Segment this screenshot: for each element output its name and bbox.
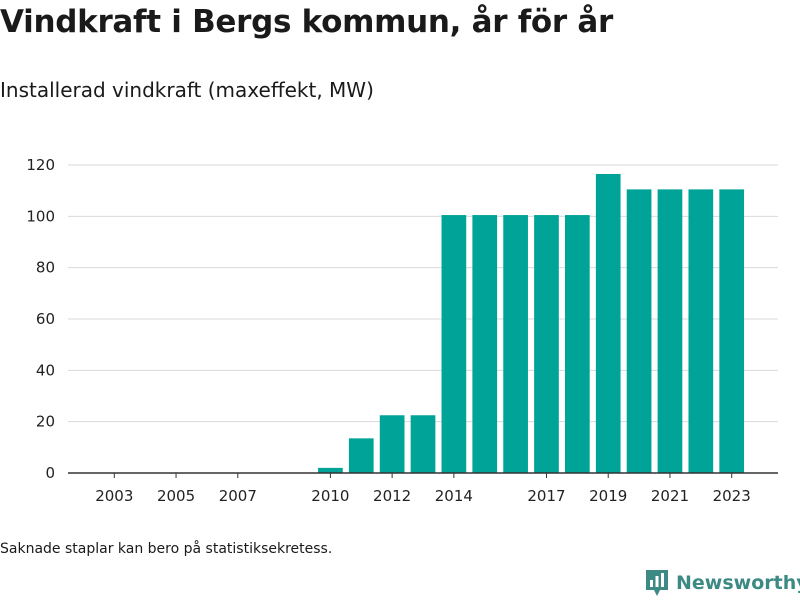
x-tick-label: 2007 (219, 487, 257, 505)
bars (318, 173, 745, 474)
bar-2020 (626, 189, 652, 473)
y-tick-label: 60 (36, 310, 55, 328)
bar-2013 (410, 415, 436, 473)
x-tick-label: 2010 (311, 487, 349, 505)
bar-2023 (719, 189, 745, 473)
bar-2012 (379, 415, 405, 473)
y-tick-label: 80 (36, 259, 55, 277)
bar-chart: 0 20 40 60 80 100 120 2003 2005 2007 2010 2012 2014… (26, 156, 778, 505)
bar-2022 (688, 189, 714, 473)
x-tick-label: 2019 (589, 487, 627, 505)
bar-2014 (441, 215, 467, 474)
x-axis-ticks: 2003 2005 2007 2010 2012 2014 2017 2019 2021 2023 (95, 473, 751, 505)
brand-name: Newsworthy (676, 572, 800, 594)
x-tick-label: 2005 (157, 487, 195, 505)
bar-2016 (503, 215, 528, 474)
bar-2019 (595, 173, 621, 473)
x-tick-label: 2014 (435, 487, 473, 505)
bar-2015 (472, 215, 498, 474)
bar-2011 (348, 438, 374, 473)
y-tick-label: 120 (26, 156, 55, 174)
y-tick-label: 100 (26, 207, 55, 225)
y-tick-label: 0 (45, 464, 55, 482)
x-tick-label: 2021 (651, 487, 689, 505)
brand[interactable]: Newsworthy (644, 568, 800, 598)
y-tick-label: 40 (36, 361, 55, 379)
x-tick-label: 2012 (373, 487, 411, 505)
bar-2018 (565, 215, 590, 474)
bar-2010 (318, 467, 343, 473)
x-tick-label: 2017 (527, 487, 565, 505)
newsworthy-logo-icon (646, 570, 668, 596)
bar-2021 (657, 189, 683, 473)
x-tick-label: 2003 (95, 487, 133, 505)
y-axis-ticks: 0 20 40 60 80 100 120 (26, 156, 55, 482)
chart-subtitle: Installerad vindkraft (maxeffekt, MW) (0, 78, 374, 102)
y-tick-label: 20 (36, 413, 55, 431)
x-tick-label: 2023 (713, 487, 751, 505)
footnote: Saknade staplar kan bero på statistiksek… (0, 541, 333, 557)
bar-2017 (534, 215, 559, 474)
chart-title: Vindkraft i Bergs kommun, år för år (0, 4, 614, 40)
